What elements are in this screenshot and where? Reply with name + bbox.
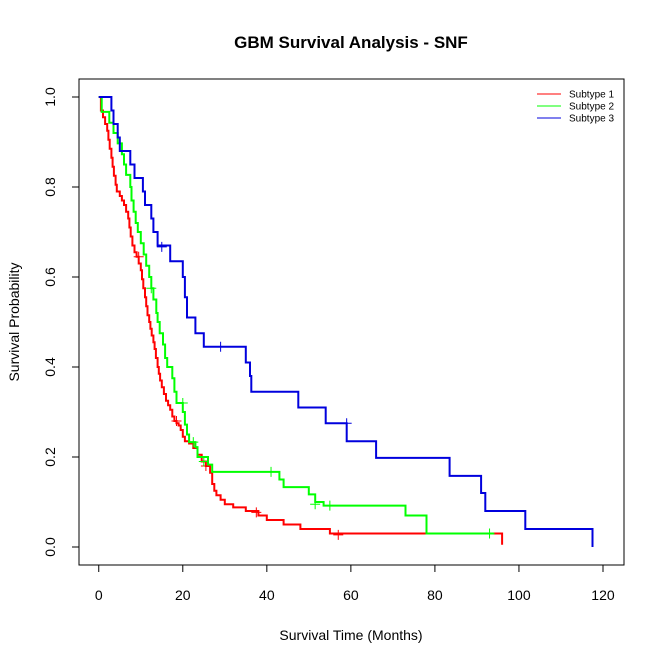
censor-mark [188, 437, 199, 448]
x-tick-label: 60 [343, 587, 359, 603]
censor-marks [133, 241, 495, 540]
censor-mark [251, 507, 262, 518]
censor-mark [215, 341, 226, 352]
censor-mark [171, 416, 182, 426]
x-tick-label: 40 [259, 587, 275, 603]
censor-mark [341, 418, 352, 429]
censor-mark [484, 528, 495, 539]
series-line-3 [98, 96, 594, 547]
y-axis: 0.0 0.2 0.4 0.6 0.8 1.0 [42, 87, 80, 557]
y-axis-label: Survival Probability [6, 262, 22, 381]
censor-mark [324, 500, 335, 511]
legend-label-3: Subtype 3 [569, 114, 614, 125]
censor-mark [310, 499, 321, 510]
x-tick-label: 120 [591, 587, 615, 603]
censor-mark [156, 241, 167, 252]
x-tick-label: 80 [427, 587, 443, 603]
y-tick-label: 0.4 [42, 357, 58, 377]
x-tick-label: 100 [507, 587, 531, 603]
y-tick-label: 0.8 [42, 177, 58, 197]
x-tick-label: 20 [175, 587, 191, 603]
series-line-1 [98, 96, 504, 545]
series-line-2 [98, 96, 494, 535]
series-layer [98, 96, 594, 547]
censor-mark [333, 529, 344, 540]
censor-mark [266, 466, 277, 477]
y-tick-label: 0.2 [42, 447, 58, 467]
x-tick-label: 0 [95, 587, 103, 603]
y-tick-label: 0.6 [42, 267, 58, 287]
legend-label-2: Subtype 2 [569, 102, 614, 113]
x-axis: 0 20 40 60 80 100 120 [95, 564, 615, 603]
chart-title: GBM Survival Analysis - SNF [234, 33, 468, 52]
y-tick-label: 0.0 [42, 537, 58, 557]
censor-mark [200, 461, 211, 471]
legend-label-1: Subtype 1 [569, 90, 614, 101]
censor-mark [133, 251, 144, 262]
censor-mark [177, 398, 188, 408]
censor-mark [146, 283, 157, 294]
y-tick-label: 1.0 [42, 87, 58, 107]
plot-frame [78, 78, 625, 566]
x-axis-label: Survival Time (Months) [279, 627, 422, 643]
censor-mark [198, 456, 209, 467]
